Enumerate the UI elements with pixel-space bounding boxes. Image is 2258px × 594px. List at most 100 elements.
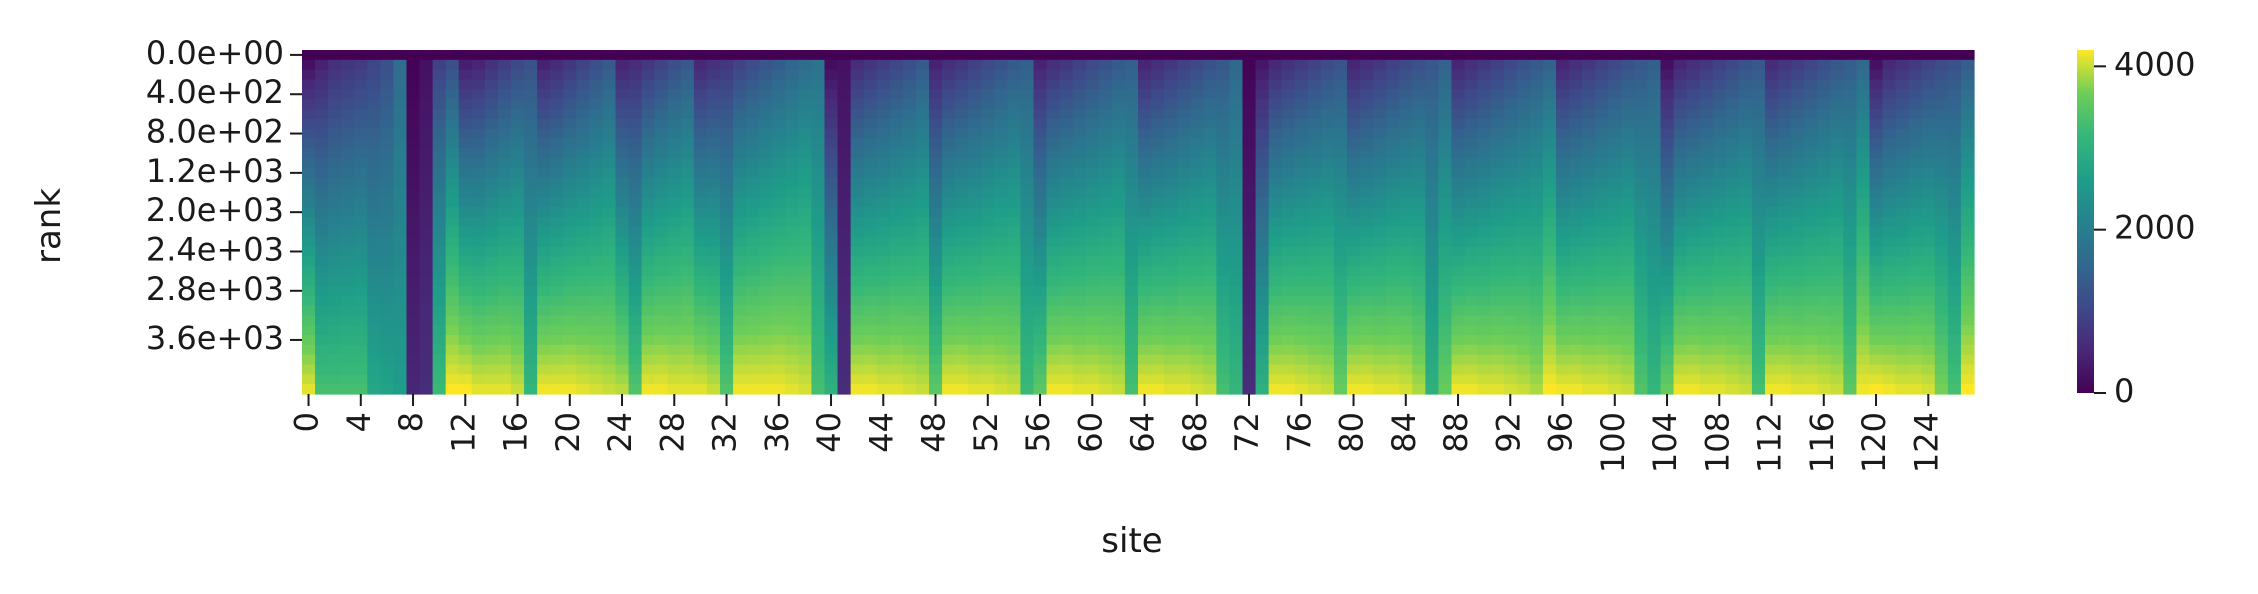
heatmap-cell [341, 315, 355, 326]
heatmap-cell [315, 325, 329, 336]
heatmap-cell [1738, 285, 1753, 297]
heatmap-cell [915, 295, 930, 307]
heatmap-cell [1268, 79, 1283, 90]
heatmap-cell [1921, 99, 1936, 110]
heatmap-cell [393, 197, 408, 208]
heatmap-cell [393, 276, 408, 287]
heatmap-cell [968, 207, 982, 218]
heatmap-cell [1882, 167, 1897, 179]
heatmap-cell [1490, 305, 1505, 316]
heatmap-cell [1177, 315, 1191, 326]
heatmap-cell [693, 59, 708, 71]
heatmap-cell [1320, 285, 1335, 297]
heatmap-cell [1229, 207, 1244, 218]
heatmap-cell [981, 374, 995, 385]
heatmap-cell [524, 207, 538, 218]
heatmap-cell [1190, 138, 1204, 149]
heatmap-cell [1686, 89, 1701, 100]
heatmap-cell [1634, 79, 1649, 90]
heatmap-cell [641, 335, 656, 346]
heatmap-cell [432, 177, 447, 189]
heatmap-cell [406, 344, 421, 356]
heatmap-cell [1085, 256, 1100, 267]
heatmap-cell [1673, 128, 1688, 140]
heatmap-cell [1281, 256, 1296, 267]
heatmap-cell [1164, 158, 1178, 169]
heatmap-cell [1294, 59, 1309, 71]
heatmap-cell [1347, 285, 1361, 297]
heatmap-cell [1216, 256, 1231, 267]
heatmap-cell [824, 148, 839, 159]
heatmap-cell [458, 236, 473, 248]
heatmap-cell [576, 295, 590, 307]
heatmap-cell [380, 79, 395, 90]
heatmap-cell [1647, 138, 1662, 149]
heatmap-cell [1960, 295, 1975, 307]
heatmap-cell [1529, 354, 1544, 366]
heatmap-cell [746, 148, 760, 159]
heatmap-cell [484, 295, 499, 307]
heatmap-cell [968, 158, 982, 169]
heatmap-cell [1059, 236, 1074, 248]
heatmap-cell [1503, 226, 1518, 238]
heatmap-cell [576, 187, 590, 199]
heatmap-cell [1882, 364, 1897, 375]
heatmap-cell [1464, 158, 1479, 169]
heatmap-cell [380, 266, 395, 277]
heatmap-cell [1765, 50, 1779, 61]
heatmap-cell [929, 256, 943, 267]
heatmap-cell [537, 236, 551, 248]
heatmap-cell [772, 325, 786, 336]
heatmap-cell [680, 285, 695, 297]
heatmap-cell [955, 236, 969, 248]
heatmap-cell [1425, 79, 1440, 90]
heatmap-cell [1151, 325, 1165, 336]
heatmap-cell [367, 344, 381, 356]
heatmap-cell [432, 128, 447, 140]
heatmap-cell [1882, 276, 1897, 287]
colorbar-tick-label: 4000 [2114, 45, 2195, 83]
heatmap-cell [1007, 59, 1022, 71]
heatmap-cell [484, 236, 499, 248]
heatmap-cell [1817, 315, 1831, 326]
heatmap-cell [1647, 187, 1662, 199]
heatmap-cell [315, 69, 329, 81]
heatmap-cell [1085, 236, 1100, 248]
heatmap-cell [1778, 226, 1792, 238]
heatmap-cell [955, 335, 969, 346]
heatmap-cell [772, 246, 786, 257]
heatmap-cell [1242, 285, 1257, 297]
heatmap-cell [1151, 118, 1165, 130]
heatmap-cell [720, 295, 734, 307]
heatmap-cell [1151, 305, 1165, 316]
heatmap-cell [471, 384, 486, 395]
heatmap-cell [1242, 246, 1257, 257]
heatmap-cell [393, 158, 408, 169]
heatmap-cell [1582, 50, 1596, 61]
heatmap-cell [354, 374, 368, 385]
heatmap-cell [1085, 295, 1100, 307]
heatmap-cell [1347, 246, 1361, 257]
heatmap-cell [550, 69, 564, 81]
heatmap-cell [1947, 99, 1962, 110]
heatmap-cell [1595, 236, 1609, 248]
heatmap-cell [1738, 148, 1753, 159]
heatmap-cell [524, 59, 538, 71]
heatmap-cell [1216, 335, 1231, 346]
heatmap-cell [1007, 325, 1022, 336]
heatmap-cell [1490, 384, 1505, 395]
heatmap-cell [641, 99, 656, 110]
heatmap-cell [1425, 187, 1440, 199]
heatmap-cell [328, 207, 342, 218]
heatmap-cell [628, 374, 643, 385]
heatmap-cell [1164, 138, 1178, 149]
heatmap-cell [837, 325, 852, 336]
heatmap-cell [1281, 335, 1296, 346]
heatmap-cell [667, 374, 682, 385]
heatmap-cell [1895, 266, 1910, 277]
heatmap-cell [380, 276, 395, 287]
heatmap-cell [1778, 285, 1792, 297]
heatmap-cell [445, 59, 460, 71]
x-tick-label: 124 [1907, 412, 1945, 473]
heatmap-cell [850, 315, 865, 326]
